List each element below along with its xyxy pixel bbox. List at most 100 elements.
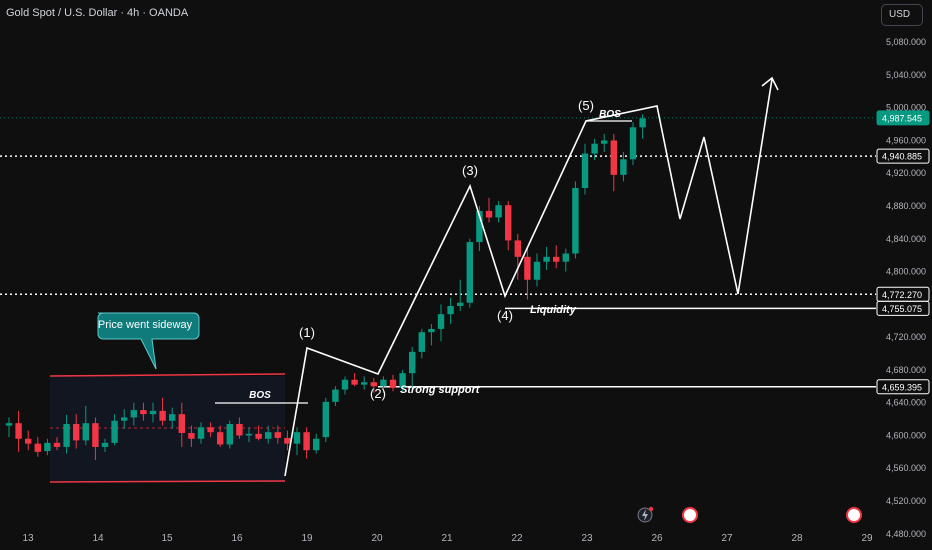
candle-up bbox=[380, 379, 387, 387]
y-tick-label: 4,880.000 bbox=[886, 201, 926, 211]
price-tag-label: 4,755.075 bbox=[882, 304, 922, 314]
candle-down bbox=[284, 437, 291, 444]
time-axis[interactable]: 13 14 15 16 19 20 21 22 23 26 27 28 29 bbox=[22, 533, 873, 544]
y-tick-label: 5,040.000 bbox=[886, 70, 926, 80]
y-tick-label: 4,720.000 bbox=[886, 332, 926, 342]
y-tick-label: 4,680.000 bbox=[886, 365, 926, 375]
candle-down bbox=[53, 442, 61, 447]
wave-1-label: (1) bbox=[299, 325, 315, 340]
y-tick-label: 4,920.000 bbox=[886, 168, 926, 178]
chart-title: Gold Spot / U.S. Dollar · 4h · OANDA bbox=[6, 7, 189, 19]
y-tick-label: 4,480.000 bbox=[886, 529, 926, 539]
candle-up bbox=[130, 410, 137, 418]
x-tick-label: 15 bbox=[161, 533, 173, 544]
candle-up bbox=[447, 305, 454, 315]
candle-down bbox=[34, 443, 41, 452]
bos-label-left: BOS bbox=[249, 390, 271, 401]
wave-4-label: (4) bbox=[497, 308, 513, 323]
candle-up bbox=[265, 432, 272, 439]
candle-down bbox=[553, 256, 560, 262]
candle-up bbox=[332, 389, 339, 402]
strong-support-label: Strong support bbox=[400, 384, 481, 396]
candle-up bbox=[620, 159, 627, 175]
candle-down bbox=[485, 210, 493, 218]
price-tag-box bbox=[876, 148, 930, 164]
candle-down bbox=[351, 379, 358, 385]
candle-down bbox=[274, 432, 281, 438]
price-tag-label: 4,987.545 bbox=[882, 113, 922, 123]
candle-down bbox=[217, 432, 224, 445]
y-tick-label: 4,640.000 bbox=[886, 398, 926, 408]
candle-down bbox=[389, 379, 397, 388]
y-tick-label: 4,840.000 bbox=[886, 234, 926, 244]
wave-3-label: (3) bbox=[462, 163, 478, 178]
candle-up bbox=[121, 417, 128, 421]
currency-button[interactable]: USD bbox=[881, 4, 923, 26]
price-tag-box bbox=[876, 379, 930, 395]
price-tag-box bbox=[876, 110, 930, 126]
price-tag-box bbox=[876, 300, 930, 316]
wave-2-label: (2) bbox=[370, 386, 386, 401]
candlestick-series bbox=[5, 114, 646, 461]
y-tick-label: 4,960.000 bbox=[886, 135, 926, 145]
candle-up bbox=[409, 351, 416, 374]
candle-up bbox=[44, 442, 51, 452]
candle-up bbox=[5, 423, 13, 426]
candle-down bbox=[505, 205, 512, 241]
price-axis[interactable]: 5,080.000 5,040.000 5,000.000 4,960.000 4,92… bbox=[886, 37, 926, 539]
wave-path bbox=[284, 78, 773, 477]
candle-up bbox=[322, 401, 329, 438]
candle-down bbox=[524, 256, 531, 280]
candle-up bbox=[437, 314, 445, 329]
candle-down bbox=[25, 438, 32, 444]
candle-down bbox=[303, 432, 310, 451]
candle-down bbox=[207, 427, 214, 433]
range-box-fill bbox=[50, 376, 285, 482]
price-tag-label: 4,772.270 bbox=[882, 290, 922, 300]
price-tag: 4,659.395 bbox=[876, 379, 930, 395]
candle-up bbox=[245, 433, 253, 436]
annotation-labels: Price went sideway BOS BOS Strong support Li… bbox=[97, 98, 621, 401]
candle-up bbox=[341, 379, 349, 390]
candle-down bbox=[255, 433, 262, 439]
us-flag-icon bbox=[846, 507, 862, 523]
price-tags: 4,987.545 4,940.885 4,772.270 4,755.075 4,65… bbox=[876, 110, 930, 395]
candle-down bbox=[370, 382, 377, 387]
candle-up bbox=[82, 423, 89, 441]
x-tick-label: 16 bbox=[231, 533, 243, 544]
candle-up bbox=[543, 256, 550, 262]
candle-up bbox=[197, 427, 205, 439]
sideways-range-box bbox=[49, 373, 286, 483]
candle-down bbox=[610, 140, 617, 175]
candle-up bbox=[572, 187, 579, 254]
range-top-line bbox=[49, 373, 286, 377]
y-tick-label: 4,600.000 bbox=[886, 430, 926, 440]
candle-down bbox=[236, 423, 243, 436]
x-tick-label: 27 bbox=[721, 533, 733, 544]
x-tick-label: 21 bbox=[441, 533, 453, 544]
price-tag: 4,755.075 bbox=[876, 300, 930, 316]
price-tag: 4,987.545 bbox=[876, 110, 930, 126]
candle-up bbox=[562, 253, 569, 262]
x-tick-label: 29 bbox=[861, 533, 873, 544]
wave-5-label: (5) bbox=[578, 98, 594, 113]
y-tick-label: 5,000.000 bbox=[886, 103, 926, 113]
y-tick-label: 4,560.000 bbox=[886, 463, 926, 473]
price-tag: 4,772.270 bbox=[876, 286, 930, 302]
x-tick-label: 22 bbox=[511, 533, 523, 544]
candle-up bbox=[313, 438, 320, 451]
x-tick-label: 20 bbox=[371, 533, 383, 544]
candle-up bbox=[169, 414, 176, 421]
candle-up bbox=[418, 332, 425, 352]
candle-down bbox=[178, 414, 185, 434]
callout-bubble bbox=[97, 312, 200, 370]
price-tag-label: 4,659.395 bbox=[882, 382, 922, 392]
candle-down bbox=[15, 423, 22, 439]
candle-up bbox=[457, 302, 464, 306]
event-icons[interactable] bbox=[637, 506, 862, 523]
candle-up bbox=[639, 118, 646, 128]
candle-down bbox=[159, 410, 166, 421]
candle-up bbox=[466, 242, 473, 303]
price-tag: 4,940.885 bbox=[876, 148, 930, 164]
